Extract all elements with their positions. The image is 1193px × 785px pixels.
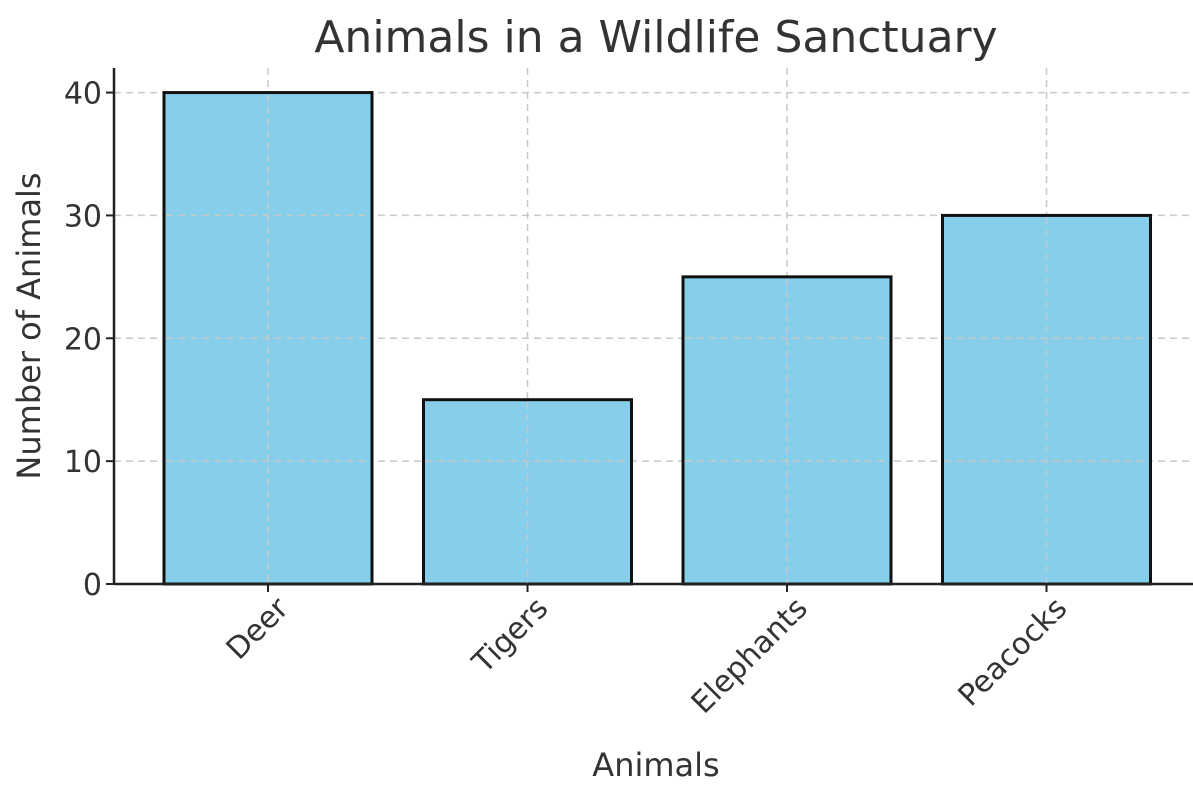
- y-tick-label: 30: [64, 199, 102, 234]
- x-tick-label-tigers: Tigers: [465, 591, 555, 681]
- y-axis-label: Number of Animals: [10, 172, 48, 479]
- y-tick-label: 40: [64, 77, 102, 112]
- x-tick-label-elephants: Elephants: [685, 591, 815, 721]
- bars: [162, 91, 1152, 586]
- x-tick-label-peacocks: Peacocks: [952, 591, 1074, 713]
- y-tick-label: 10: [64, 445, 102, 480]
- y-tick-label: 20: [64, 322, 102, 357]
- chart-title: Animals in a Wildlife Sanctuary: [314, 12, 997, 63]
- x-tick-label-deer: Deer: [220, 590, 296, 666]
- bar-elephants: [681, 275, 893, 586]
- x-axis-label: Animals: [592, 746, 719, 781]
- axes: [106, 68, 1193, 592]
- y-tick-label: 0: [83, 568, 102, 603]
